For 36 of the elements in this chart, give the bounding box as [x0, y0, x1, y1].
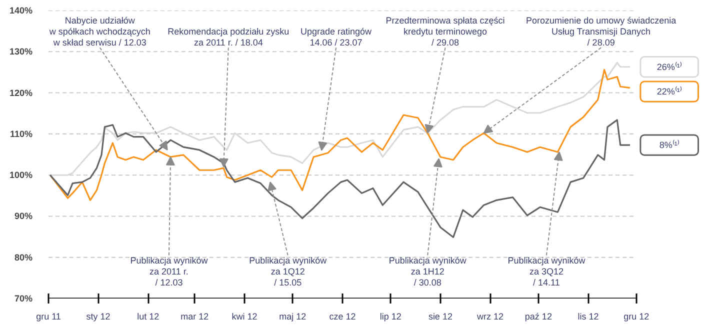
annotation: Nabycie udziałów w spółkach wchodzących w skład serwisu / 12.03 [48, 16, 150, 48]
annotation: Upgrade ratingów 14.06 / 23.07 [300, 26, 372, 48]
y-tick-label: 120% [9, 88, 33, 98]
text: 26%⁽¹⁾ [656, 60, 682, 72]
x-tick-label: wrz 12 [476, 312, 504, 322]
line-series [49, 68, 631, 201]
x-tick-label: cze 12 [329, 312, 356, 322]
x-tick-label: lip 12 [380, 312, 402, 322]
x-tick-label: kwi 12 [232, 312, 258, 322]
y-tick-label: 130% [9, 46, 33, 57]
y-tick-label: 90% [14, 211, 32, 222]
x-tick-label: mar 12 [180, 312, 209, 322]
x-tick-label: lis 12 [578, 312, 599, 322]
x-tick-label: maj 12 [279, 312, 306, 322]
y-tick-label: 110% [10, 128, 33, 139]
y-tick-label: 70% [14, 294, 32, 304]
text: 22%⁽¹⁾ [656, 86, 682, 97]
x-tick-label: gru 12 [624, 312, 650, 322]
x-tick-label: paź 12 [524, 312, 552, 322]
x-tick-label: lut 12 [137, 312, 160, 322]
annotation: Porozumienie do umowy świadczenia Usług Transmisji Danych / 28.09 [526, 16, 676, 48]
x-tick-label: gru 11 [36, 312, 61, 322]
line-series [49, 62, 631, 176]
y-tick-label: 100% [9, 170, 33, 180]
text: 8%⁽¹⁾ [659, 139, 680, 150]
annotation: Rekomendacja podziału zysku za 2011 r. / 18.04 [168, 26, 290, 48]
annotation: Publikacja wyników za 3Q12 / 14.11 [508, 255, 586, 288]
y-tick-label: 80% [14, 252, 32, 262]
x-tick-label: sie 12 [428, 312, 452, 322]
annotation: Przedterminowa spłata części kredytu terminowego / 29.08 [386, 16, 505, 48]
annotation: Publikacja wyników za 1Q12 / 15.05 [249, 255, 328, 288]
line-series [49, 119, 631, 238]
x-tick-label: sty 12 [86, 312, 110, 322]
y-tick-label: 140% [9, 6, 33, 16]
annotation: Publikacja wyników za 1H12 / 30.08 [388, 255, 467, 288]
annotation: Publikacja wyników za 2011 r. / 12.03 [130, 255, 208, 288]
